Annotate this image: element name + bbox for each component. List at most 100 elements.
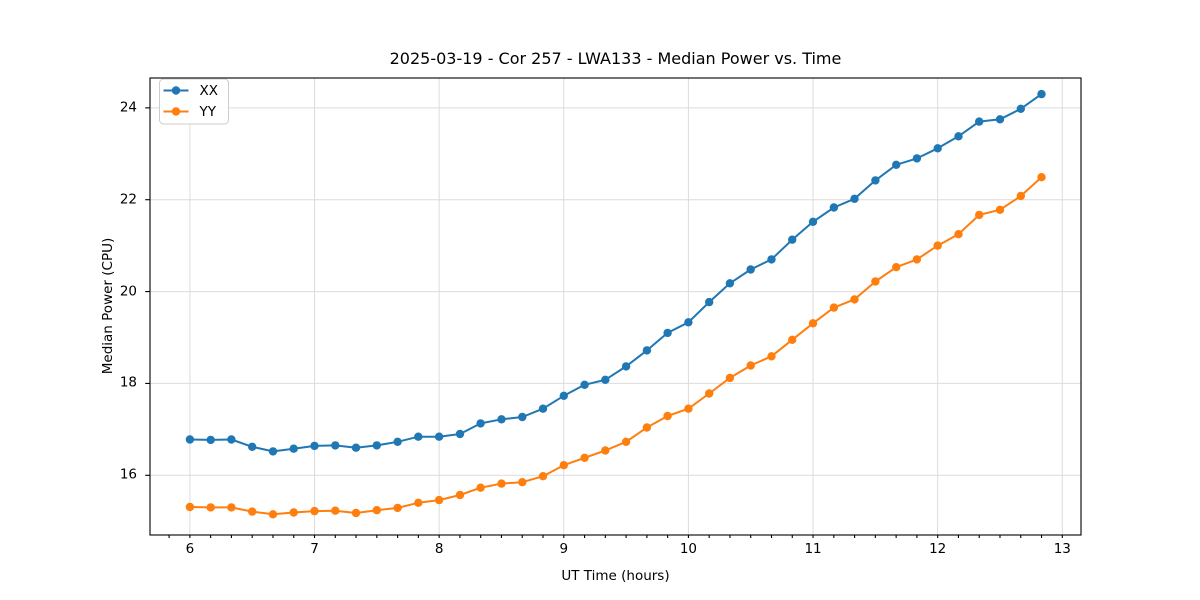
x-tick-label: 6 [185, 541, 195, 557]
data-point [559, 461, 568, 470]
data-point [518, 478, 527, 487]
data-point [455, 490, 465, 500]
series-yy [185, 173, 1046, 519]
data-point [850, 194, 859, 203]
data-point [829, 203, 839, 212]
y-tick-label: 22 [119, 190, 137, 207]
data-point [871, 176, 880, 185]
data-point [289, 508, 298, 517]
data-point [372, 441, 381, 450]
gridlines [150, 78, 1081, 535]
data-point [248, 442, 257, 451]
data-point [642, 346, 652, 355]
x-tick-label: 11 [804, 541, 822, 557]
legend-marker [171, 86, 181, 95]
series-line [189, 93, 1043, 453]
data-point [621, 362, 631, 371]
data-point [788, 235, 797, 244]
data-point [601, 375, 610, 384]
data-point [206, 503, 215, 512]
x-axis-label: UT Time (hours) [561, 568, 670, 584]
data-point [933, 144, 942, 153]
legend-marker [171, 107, 181, 116]
data-point [185, 435, 195, 444]
x-tick-label: 10 [679, 541, 697, 557]
data-point [975, 117, 984, 126]
data-point [351, 443, 361, 452]
data-point [995, 115, 1005, 124]
data-point [746, 265, 755, 274]
data-point [767, 352, 776, 361]
data-point [414, 498, 423, 507]
data-point [559, 391, 568, 400]
series-line [189, 176, 1043, 516]
data-point [434, 432, 444, 441]
data-point [892, 160, 901, 169]
data-point [331, 506, 340, 515]
data-point [476, 483, 485, 492]
data-point [227, 435, 236, 444]
data-point [871, 277, 880, 286]
data-point [892, 263, 901, 272]
data-point [788, 335, 797, 344]
data-point [725, 279, 735, 288]
data-point [455, 429, 465, 439]
data-point [850, 295, 859, 304]
data-point [975, 210, 984, 220]
data-point [663, 411, 672, 421]
data-point [642, 423, 652, 432]
data-point [808, 319, 818, 328]
data-point [912, 255, 922, 264]
data-point [725, 373, 735, 383]
series-xx [185, 89, 1046, 456]
data-point [684, 318, 693, 327]
data-point [933, 241, 942, 250]
data-point [434, 495, 444, 505]
data-point [1016, 191, 1025, 201]
data-point [705, 297, 714, 307]
data-point [393, 437, 402, 446]
data-point [227, 503, 236, 512]
data-point [621, 437, 631, 446]
y-tick-label: 18 [119, 374, 137, 391]
data-point [580, 380, 589, 389]
data-point [185, 502, 195, 512]
chart-title: 2025-03-19 - Cor 257 - LWA133 - Median P… [389, 49, 842, 68]
data-point [663, 328, 672, 338]
data-point [684, 404, 693, 413]
y-tick-label: 20 [119, 282, 137, 299]
data-point [331, 441, 340, 450]
data-point [601, 446, 610, 455]
y-tick-label: 16 [119, 466, 137, 483]
data-point [829, 303, 839, 312]
data-point [497, 415, 506, 424]
data-point [268, 447, 278, 456]
data-point [954, 230, 963, 239]
data-point [476, 419, 485, 428]
legend: XX YY [159, 78, 229, 125]
plot-border [149, 77, 1082, 536]
data-point [954, 132, 963, 141]
y-axis-label: Median Power (CPU) [100, 237, 116, 375]
data-point [538, 472, 548, 481]
x-tick-label: 8 [434, 541, 444, 557]
tick-marks [145, 107, 1063, 538]
legend-label: XX [200, 83, 219, 99]
data-point [289, 444, 298, 453]
data-point [746, 361, 755, 370]
x-tick-label: 9 [559, 541, 569, 557]
x-tick-label: 7 [310, 541, 319, 557]
y-tick-label: 24 [119, 99, 137, 116]
data-point [580, 453, 589, 462]
data-point [1016, 104, 1025, 114]
data-point [808, 217, 818, 226]
data-point [1037, 173, 1046, 182]
data-point [995, 205, 1005, 214]
data-point [372, 506, 381, 515]
data-point [268, 510, 278, 519]
data-point [497, 479, 506, 488]
data-point [518, 412, 527, 422]
data-point [248, 507, 257, 516]
